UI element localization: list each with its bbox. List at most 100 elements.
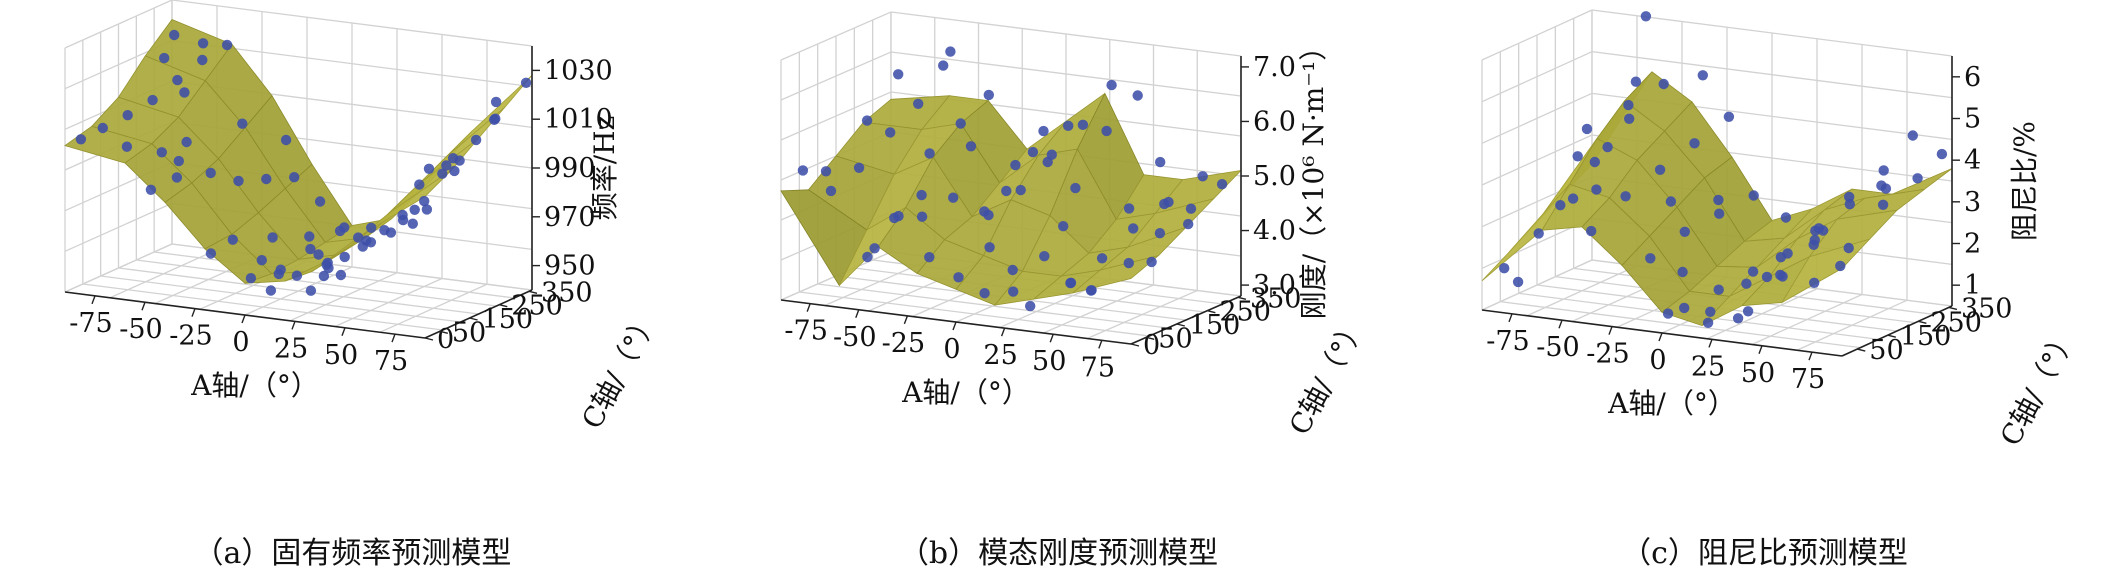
surface-patch [1072,255,1159,294]
x-tick-label: 75 [1791,364,1825,395]
x-ticks-1: -75 -50 -25 0 25 50 75 [784,303,1115,383]
x-tick [241,314,246,324]
data-point [339,222,350,233]
y-tick [1918,320,1927,324]
y-tick-label: 50 [1158,323,1192,354]
chart-panel-b: -75 -50 -25 0 25 50 75 0 50 150 250 350 3.0 4.0 5.0 6.0… [706,0,1411,584]
y-tick [1207,309,1216,314]
data-point [437,168,448,179]
data-point [1123,257,1134,269]
data-point [273,268,284,280]
gridline [817,283,1168,329]
data-point [1001,185,1012,197]
data-point [983,89,994,101]
data-point [1101,125,1112,137]
plot-1: -75 -50 -25 0 25 50 750501502503503.04.05.06.0… [780,11,1372,440]
gridline [1481,134,1593,186]
data-point [520,77,532,89]
data-point [313,249,324,260]
y-tick-label: 350 [541,277,593,308]
x-tick [191,308,196,317]
gridline [154,251,515,299]
x-tick-label: -25 [1586,339,1629,370]
data-point [256,255,267,266]
data-point [1581,123,1593,135]
data-point [820,166,832,177]
x-tick [1000,327,1006,337]
z-tick-label: 1010 [544,104,613,135]
x-tick [806,303,811,312]
gridline [780,11,892,61]
data-point [449,165,460,177]
data-point [1163,196,1174,208]
data-point [1185,203,1197,214]
data-point [1008,286,1019,297]
data-point [1878,165,1889,176]
data-point [1809,277,1820,288]
data-point [305,243,316,255]
data-point [470,134,482,146]
data-point [945,46,956,57]
data-point [1777,271,1788,282]
x-tick-label: 75 [374,346,408,377]
gridline [890,51,1242,97]
z-tick-label: 3.0 [1253,270,1296,301]
data-point [979,288,990,299]
data-point [1665,196,1677,207]
data-point [1780,212,1792,223]
data-point [983,209,994,221]
y-tick-label: 150 [1900,321,1952,352]
x-tick-label: 0 [943,334,960,365]
surface-patch [1481,184,1570,282]
x-tick-label: 75 [1081,352,1115,383]
y-tick-label: 50 [1869,335,1903,366]
data-point [265,285,277,296]
x-tick [1708,339,1713,348]
gridline [890,11,1242,57]
data-point [1702,317,1714,328]
y-tick [1857,348,1866,352]
y-tick-label: 250 [511,291,563,322]
data-point [916,189,927,201]
data-point [197,54,208,66]
data-point [984,242,995,253]
scatter-1 [797,46,1228,312]
data-point [1065,277,1076,289]
data-point [1038,125,1049,137]
data-point [1705,306,1716,317]
data-point [1714,208,1725,219]
gridline [100,275,461,323]
data-point [1085,285,1097,296]
data-point [172,74,183,86]
data-point [1155,156,1166,168]
data-point [421,204,433,215]
surface-patch [445,75,533,159]
gridline [1481,9,1593,61]
data-point [419,195,430,207]
y-tick-label: 250 [1930,307,1982,338]
gridline [64,0,173,49]
gridline [1481,259,1593,311]
data-point [1620,191,1631,202]
data-point [1128,223,1139,234]
x-tick-label: 50 [324,340,358,371]
chart-a-svg: -75 -50 -25 0 25 50 75050150250350950970990101… [64,0,665,434]
gridline [136,259,497,307]
data-point [447,153,459,164]
data-point [335,269,347,281]
gridline [171,0,533,47]
y-tick-label: 150 [482,304,534,335]
data-point [1197,171,1208,182]
x-tick-label: 0 [232,327,249,358]
y-tick [1948,306,1958,311]
y-tick [424,337,434,341]
gridline [64,243,173,293]
chart-a-caption: （a）固有频率预测模型 [193,536,512,571]
data-point [797,165,809,176]
data-point [314,196,326,207]
data-point [1936,148,1948,160]
data-point [1015,184,1026,196]
x-tick [1658,332,1663,342]
